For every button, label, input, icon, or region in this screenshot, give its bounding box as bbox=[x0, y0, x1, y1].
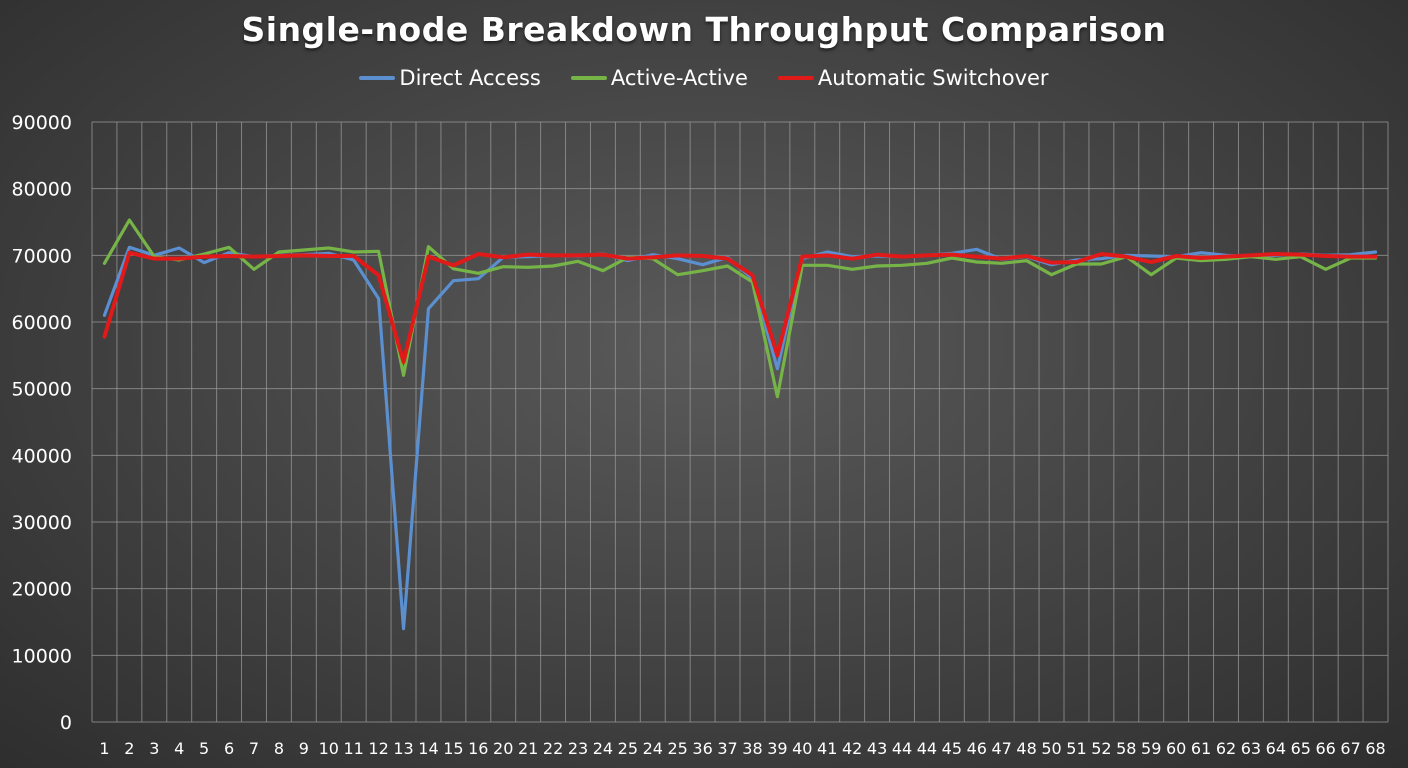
x-tick-label: 6 bbox=[224, 739, 234, 758]
x-tick-label: 7 bbox=[249, 739, 259, 758]
x-tick-label: 43 bbox=[867, 739, 887, 758]
x-tick-label: 23 bbox=[568, 739, 588, 758]
series-line-automatic-switchover bbox=[102, 250, 1378, 364]
x-tick-label: 50 bbox=[1041, 739, 1061, 758]
legend: Direct Access Active-Active Automatic Sw… bbox=[0, 66, 1408, 90]
x-tick-label: 39 bbox=[767, 739, 787, 758]
y-tick-label: 30000 bbox=[12, 512, 72, 534]
x-tick-label: 68 bbox=[1365, 739, 1385, 758]
x-tick-label: 44 bbox=[892, 739, 912, 758]
x-tick-label: 21 bbox=[518, 739, 538, 758]
x-tick-label: 14 bbox=[418, 739, 438, 758]
x-tick-label: 62 bbox=[1216, 739, 1236, 758]
x-tick-label: 16 bbox=[468, 739, 488, 758]
legend-item-active-active[interactable]: Active-Active bbox=[570, 66, 748, 90]
legend-item-direct-access[interactable]: Direct Access bbox=[359, 66, 541, 90]
y-tick-label: 70000 bbox=[12, 245, 72, 267]
legend-label-direct-access: Direct Access bbox=[399, 66, 541, 90]
x-tick-label: 1 bbox=[99, 739, 109, 758]
x-tick-label: 63 bbox=[1241, 739, 1261, 758]
x-tick-label: 44 bbox=[917, 739, 937, 758]
legend-swatch-active-active bbox=[570, 76, 607, 80]
x-tick-label: 2 bbox=[124, 739, 134, 758]
y-tick-label: 0 bbox=[60, 712, 72, 734]
x-tick-label: 41 bbox=[817, 739, 837, 758]
x-tick-label: 12 bbox=[368, 739, 388, 758]
y-tick-label: 40000 bbox=[12, 445, 72, 467]
x-tick-label: 64 bbox=[1266, 739, 1286, 758]
x-tick-label: 4 bbox=[174, 739, 184, 758]
x-tick-label: 59 bbox=[1141, 739, 1161, 758]
x-tick-label: 20 bbox=[493, 739, 513, 758]
chart-title: Single-node Breakdown Throughput Compari… bbox=[241, 10, 1167, 49]
x-tick-label: 15 bbox=[443, 739, 463, 758]
legend-item-automatic-switchover[interactable]: Automatic Switchover bbox=[777, 66, 1049, 90]
x-tick-label: 38 bbox=[742, 739, 762, 758]
series-line-active-active bbox=[102, 218, 1378, 399]
x-tick-label: 9 bbox=[299, 739, 309, 758]
x-tick-label: 22 bbox=[543, 739, 563, 758]
x-tick-label: 51 bbox=[1066, 739, 1086, 758]
y-tick-label: 80000 bbox=[12, 179, 72, 201]
gridlines bbox=[91, 121, 1389, 723]
x-tick-label: 37 bbox=[717, 739, 737, 758]
y-tick-label: 50000 bbox=[12, 379, 72, 401]
legend-swatch-automatic-switchover bbox=[777, 76, 814, 80]
x-tick-label: 36 bbox=[692, 739, 712, 758]
x-tick-label: 13 bbox=[393, 739, 413, 758]
x-tick-label: 3 bbox=[149, 739, 159, 758]
x-tick-label: 67 bbox=[1340, 739, 1360, 758]
x-tick-label: 11 bbox=[344, 739, 364, 758]
y-tick-label: 20000 bbox=[12, 579, 72, 601]
x-tick-label: 42 bbox=[842, 739, 862, 758]
x-tick-label: 47 bbox=[992, 739, 1012, 758]
legend-label-automatic-switchover: Automatic Switchover bbox=[817, 66, 1049, 90]
x-tick-label: 40 bbox=[792, 739, 812, 758]
x-tick-label: 25 bbox=[668, 739, 688, 758]
x-tick-label: 24 bbox=[593, 739, 613, 758]
x-tick-label: 45 bbox=[942, 739, 962, 758]
x-tick-label: 5 bbox=[199, 739, 209, 758]
y-tick-label: 90000 bbox=[12, 112, 72, 134]
legend-swatch-direct-access bbox=[359, 76, 396, 80]
x-tick-label: 66 bbox=[1316, 739, 1336, 758]
x-tick-label: 46 bbox=[967, 739, 987, 758]
x-tick-label: 65 bbox=[1291, 739, 1311, 758]
x-tick-label: 52 bbox=[1091, 739, 1111, 758]
y-tick-label: 60000 bbox=[12, 312, 72, 334]
x-tick-label: 24 bbox=[643, 739, 663, 758]
x-tick-label: 8 bbox=[274, 739, 284, 758]
legend-label-active-active: Active-Active bbox=[610, 66, 748, 90]
x-tick-label: 60 bbox=[1166, 739, 1186, 758]
x-tick-label: 25 bbox=[618, 739, 638, 758]
x-tick-label: 61 bbox=[1191, 739, 1211, 758]
x-tick-label: 48 bbox=[1016, 739, 1036, 758]
y-tick-label: 10000 bbox=[12, 645, 72, 667]
x-tick-label: 58 bbox=[1116, 739, 1136, 758]
x-tick-label: 10 bbox=[319, 739, 339, 758]
